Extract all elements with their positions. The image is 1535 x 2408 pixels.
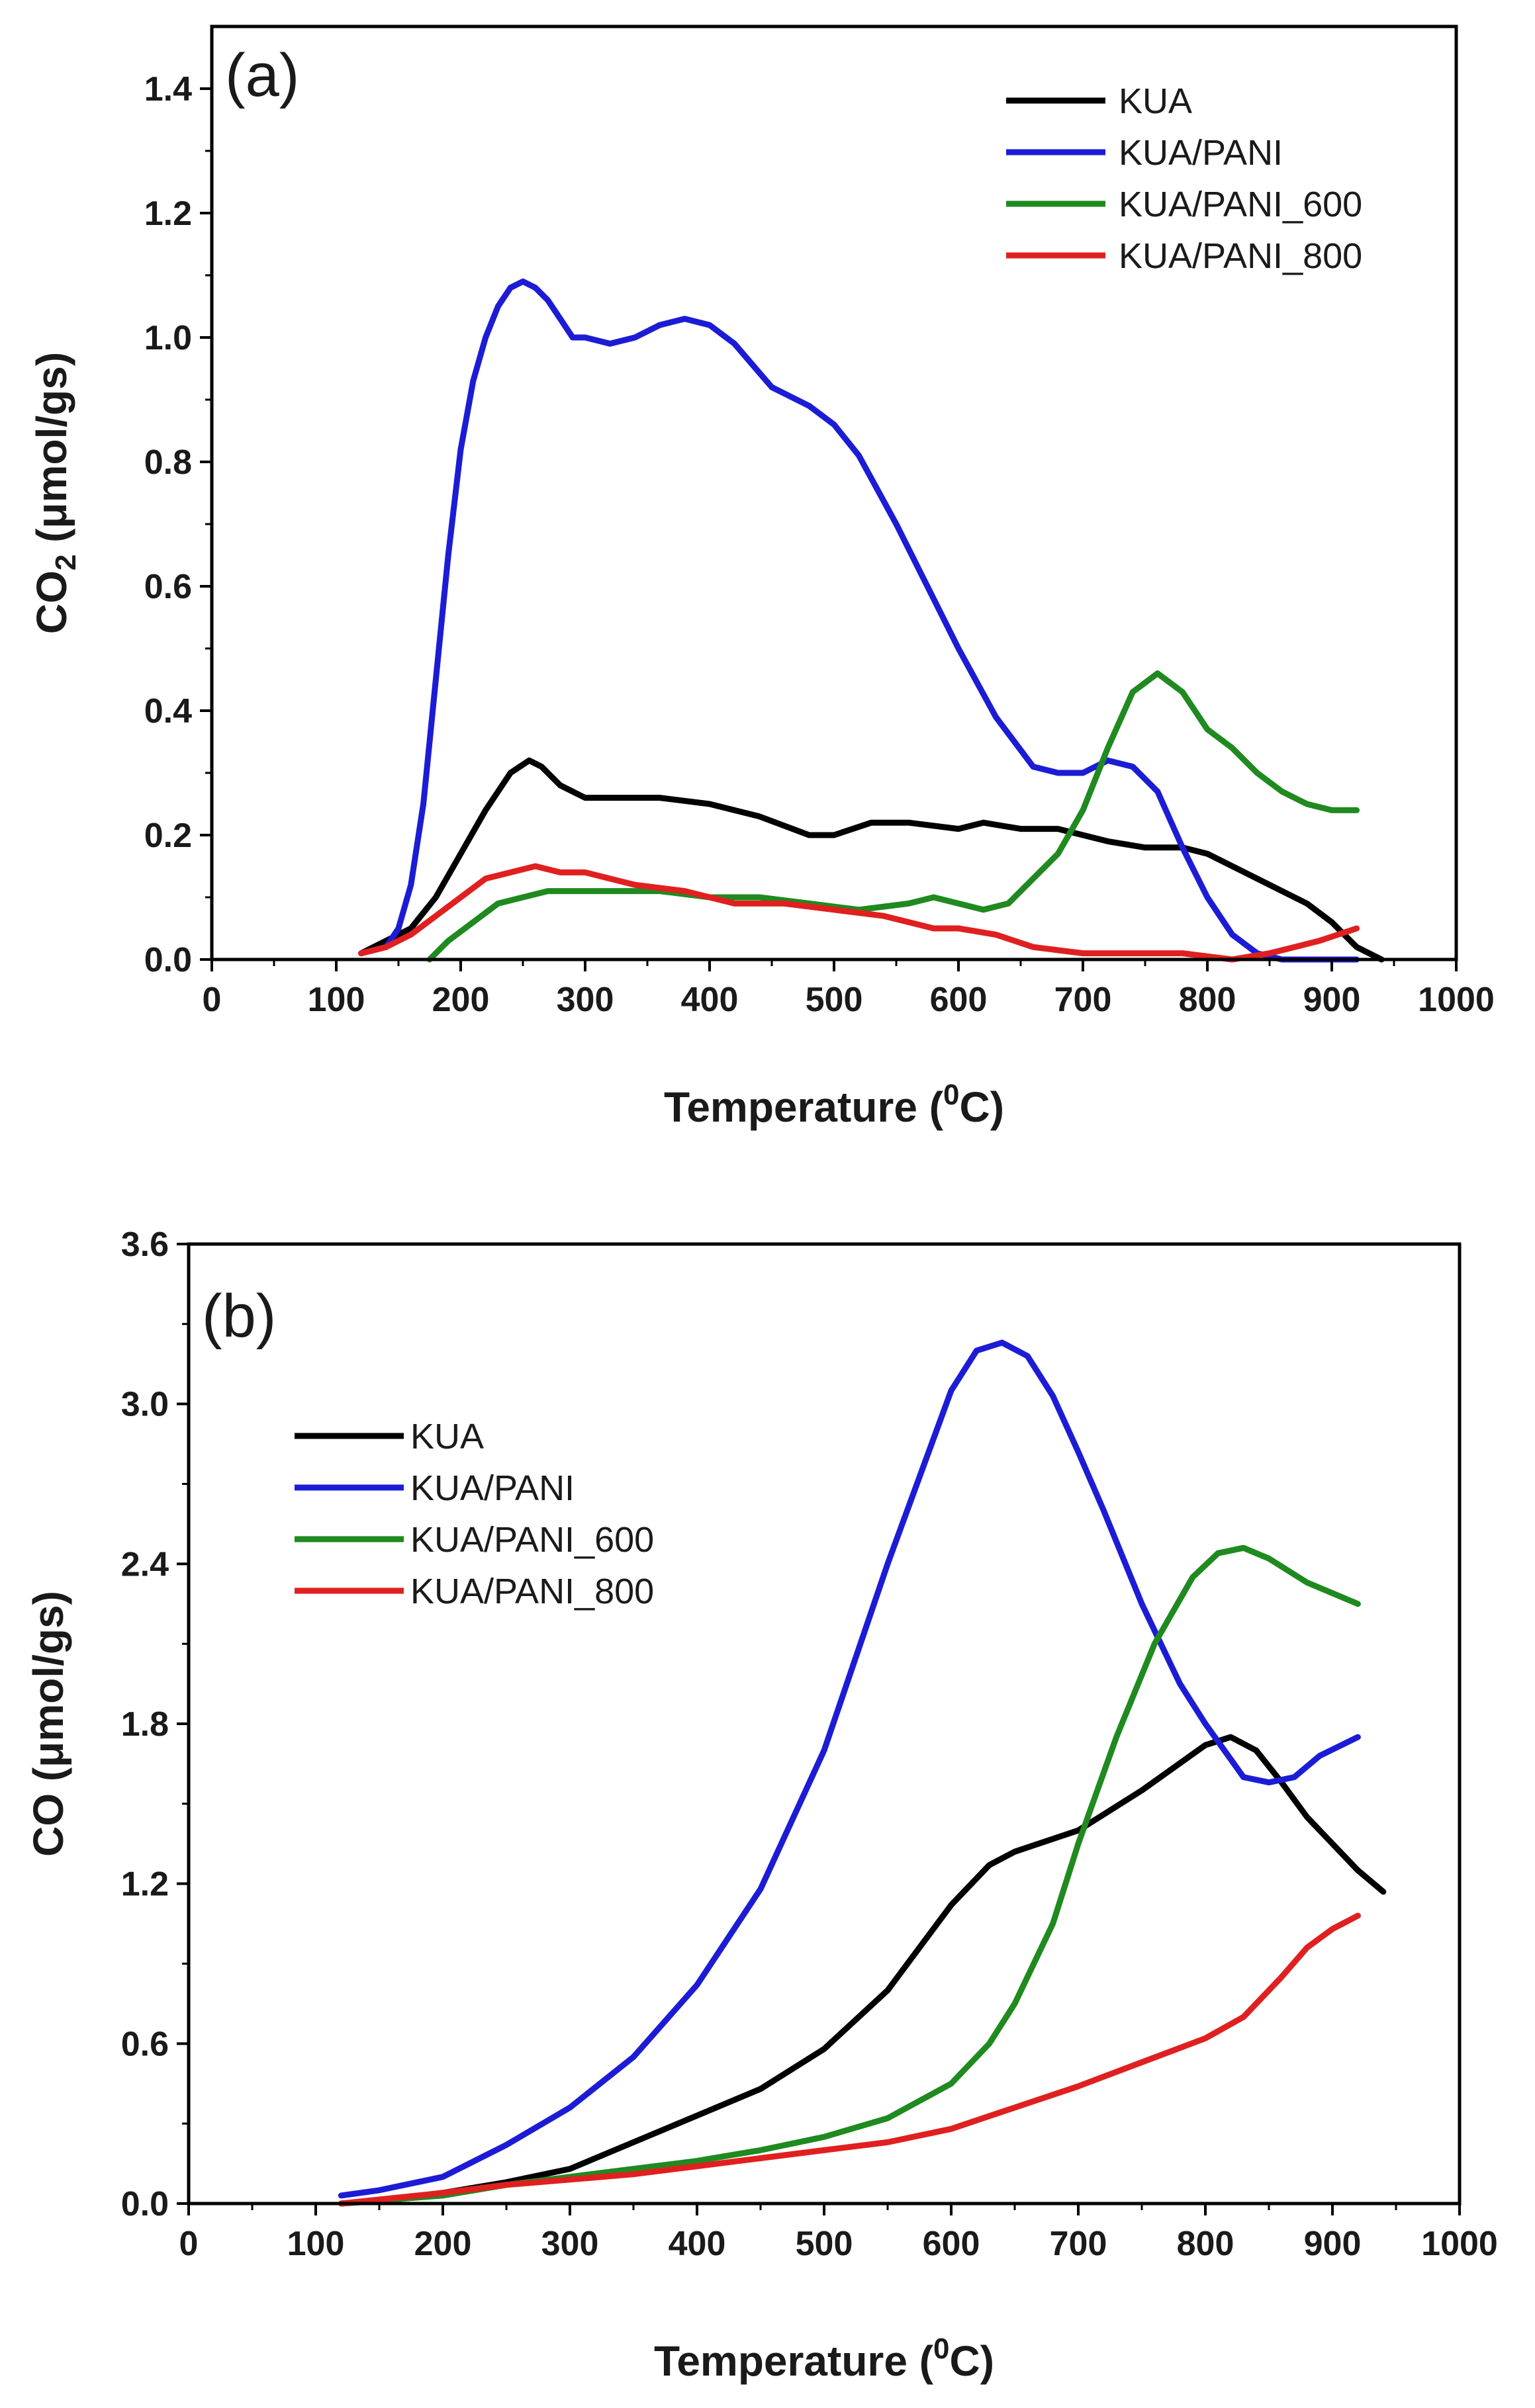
x-tick-label-b: 700 [1050, 2225, 1107, 2263]
series-line-kua-pani-b [338, 1339, 1361, 2199]
y-axis-title-b: CO (μmol/gs) [24, 1591, 72, 1857]
x-tick-label-a: 600 [930, 981, 988, 1019]
ticks-b: 0 100 200 300 400 500 600 700 800 900 1000 0.0 0.6 1.… [121, 1226, 1498, 2263]
series-layer-a [358, 278, 1385, 963]
legend-label-kua-pani-600-a: KUA/PANI_600 [1119, 185, 1362, 224]
x-tick-label-b: 100 [287, 2225, 345, 2263]
x-tick-label-b: 1000 [1421, 2225, 1498, 2263]
legend-label-kua-pani-800-a: KUA/PANI_800 [1119, 236, 1362, 276]
x-tick-label-a: 0 [203, 981, 222, 1019]
x-tick-label-a: 300 [557, 981, 614, 1019]
x-tick-label-a: 400 [681, 981, 739, 1019]
legend-b: KUA KUA/PANI KUA/PANI_600 KUA/PANI_800 [295, 1417, 654, 1611]
x-tick-label-a: 100 [308, 981, 365, 1019]
ticks-a: 0 100 200 300 400 500 600 700 800 900 1000 0.0 0.2 0.… [144, 70, 1495, 1019]
x-tick-label-a: 200 [432, 981, 490, 1019]
x-tick-label-b: 600 [923, 2225, 980, 2263]
series-line-kua-pani-600-a [426, 670, 1360, 963]
legend-label-kua-pani-a: KUA/PANI [1119, 133, 1283, 173]
chart-panel-b: 0 100 200 300 400 500 600 700 800 900 1000 0.0 0.6 1.… [24, 1226, 1498, 2385]
x-tick-label-a: 700 [1054, 981, 1112, 1019]
y-tick-label-a: 0.6 [144, 568, 192, 606]
x-tick-label-a: 500 [806, 981, 863, 1019]
y-tick-label-b: 0.6 [121, 2025, 169, 2063]
series-layer-b [338, 1339, 1387, 2207]
panel-label-b: (b) [202, 1282, 276, 1350]
x-tick-label-b: 300 [541, 2225, 599, 2263]
series-line-kua-b [338, 1734, 1387, 2207]
y-tick-label-a: 0.2 [144, 817, 192, 855]
y-tick-label-a: 0.8 [144, 443, 192, 482]
y-tick-label-b: 1.2 [121, 1865, 169, 1904]
series-line-kua-pani-a [358, 278, 1360, 963]
legend-label-kua-pani-800-b: KUA/PANI_800 [410, 1572, 654, 1611]
x-tick-label-a: 900 [1303, 981, 1361, 1019]
legend-label-kua-pani-b: KUA/PANI [410, 1468, 575, 1508]
y-tick-label-b: 3.6 [121, 1226, 169, 1264]
y-tick-label-b: 2.4 [121, 1545, 169, 1583]
x-tick-label-b: 900 [1304, 2225, 1362, 2263]
y-axis-title-a: CO2 (μmol/gs) [28, 352, 82, 634]
x-tick-label-b: 500 [796, 2225, 853, 2263]
y-tick-label-b: 0.0 [121, 2185, 169, 2223]
y-tick-label-a: 0.4 [144, 692, 192, 731]
x-tick-label-b: 800 [1177, 2225, 1234, 2263]
y-tick-label-a: 1.2 [144, 195, 192, 233]
x-tick-label-b: 400 [669, 2225, 726, 2263]
series-line-kua-pani-600-b [338, 1544, 1361, 2207]
y-tick-label-a: 0.0 [144, 941, 192, 979]
x-tick-label-a: 800 [1179, 981, 1236, 1019]
series-line-kua-pani-800-a [358, 863, 1360, 963]
y-tick-label-b: 3.0 [121, 1386, 169, 1424]
x-tick-label-a: 1000 [1418, 981, 1495, 1019]
legend-label-kua-pani-600-b: KUA/PANI_600 [410, 1520, 654, 1560]
y-tick-label-a: 1.0 [144, 319, 192, 357]
chart-panel-a: 0 100 200 300 400 500 600 700 800 900 1000 0.0 0.2 0.… [28, 24, 1495, 1131]
legend-a: KUA KUA/PANI KUA/PANI_600 KUA/PANI_800 [1006, 81, 1362, 276]
x-tick-label-b: 200 [414, 2225, 472, 2263]
legend-label-kua-b: KUA [410, 1417, 484, 1456]
y-tick-label-b: 1.8 [121, 1705, 169, 1744]
y-tick-label-a: 1.4 [144, 70, 192, 109]
series-line-kua-a [358, 757, 1385, 963]
plot-frame-b [187, 1242, 1462, 2206]
x-axis-title-a: Temperature (0C) [664, 1079, 1004, 1131]
panel-label-a: (a) [225, 42, 299, 109]
x-tick-label-b: 0 [179, 2225, 199, 2263]
x-axis-title-b: Temperature (0C) [654, 2333, 994, 2385]
series-line-kua-pani-800-b [338, 1912, 1361, 2207]
legend-label-kua-a: KUA [1119, 81, 1192, 121]
